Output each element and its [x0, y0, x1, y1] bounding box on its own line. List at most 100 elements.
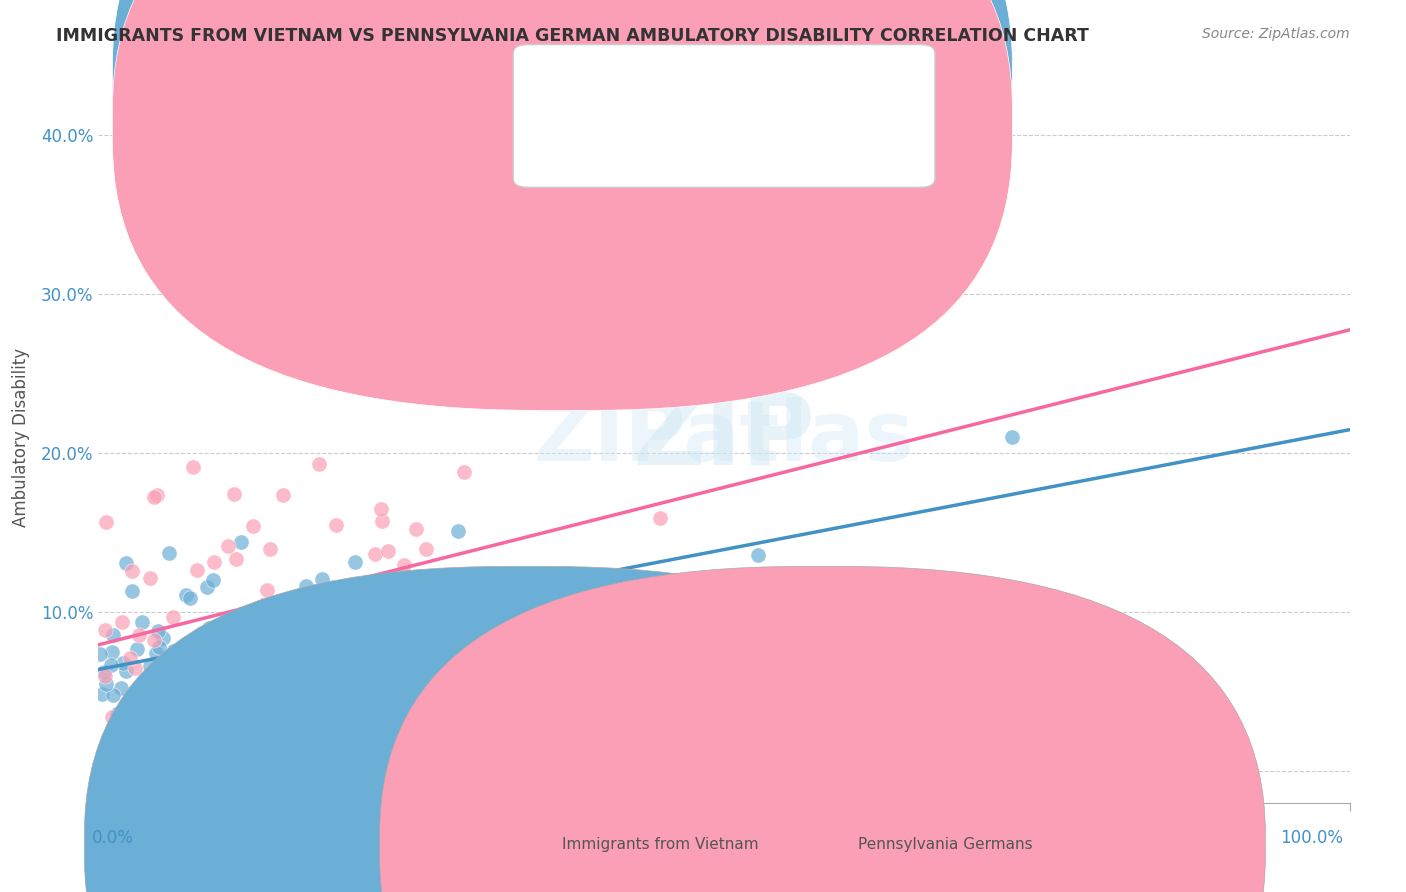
- Point: [218, 628, 240, 642]
- Point: [157, 651, 180, 665]
- Point: [453, 466, 475, 480]
- Point: [157, 546, 180, 560]
- Point: [256, 608, 278, 623]
- Text: Pennsylvania Germans: Pennsylvania Germans: [858, 838, 1032, 852]
- Point: [238, 694, 260, 708]
- Point: [430, 689, 453, 703]
- Point: [370, 514, 392, 528]
- Point: [284, 754, 307, 768]
- Point: [215, 720, 238, 734]
- Point: [100, 710, 122, 724]
- Point: [146, 488, 169, 502]
- Text: 0.0%: 0.0%: [91, 829, 134, 847]
- Point: [202, 573, 225, 587]
- Point: [110, 681, 132, 696]
- Point: [101, 628, 124, 642]
- Point: [374, 632, 396, 647]
- Point: [505, 598, 527, 612]
- Point: [364, 547, 387, 561]
- Point: [112, 656, 135, 670]
- Point: [159, 739, 181, 753]
- Point: [370, 501, 392, 516]
- Point: [94, 669, 117, 683]
- Point: [174, 588, 197, 602]
- Point: [301, 701, 323, 715]
- Point: [205, 717, 228, 731]
- Point: [94, 624, 117, 638]
- Point: [380, 604, 402, 618]
- Text: ZIP: ZIP: [633, 389, 815, 485]
- Point: [377, 544, 399, 558]
- Text: Source: ZipAtlas.com: Source: ZipAtlas.com: [1202, 27, 1350, 41]
- Point: [225, 652, 247, 666]
- Point: [114, 665, 136, 679]
- Point: [235, 627, 257, 641]
- Point: [349, 636, 371, 650]
- Point: [222, 487, 245, 501]
- Point: [145, 688, 167, 702]
- Point: [547, 632, 569, 647]
- Point: [93, 665, 115, 680]
- Point: [346, 634, 368, 648]
- Point: [325, 518, 347, 533]
- Point: [240, 635, 263, 649]
- Point: [221, 666, 243, 681]
- Point: [217, 539, 239, 553]
- Point: [463, 586, 485, 600]
- Point: [252, 659, 274, 673]
- Point: [139, 659, 162, 673]
- Text: ZIPatlas: ZIPatlas: [534, 397, 914, 477]
- Point: [101, 688, 124, 702]
- Point: [269, 728, 291, 742]
- Point: [94, 515, 117, 529]
- Text: N = 69: N = 69: [766, 112, 824, 129]
- Point: [162, 644, 184, 658]
- Point: [363, 318, 385, 333]
- Point: [181, 459, 204, 474]
- Point: [352, 644, 374, 658]
- Text: N = 71: N = 71: [766, 67, 824, 85]
- Point: [142, 632, 165, 647]
- Point: [318, 665, 340, 679]
- FancyBboxPatch shape: [112, 0, 1012, 366]
- Point: [295, 579, 318, 593]
- Point: [298, 672, 321, 686]
- Point: [162, 610, 184, 624]
- Point: [259, 542, 281, 557]
- Point: [221, 647, 243, 661]
- FancyBboxPatch shape: [380, 566, 1265, 892]
- Point: [128, 627, 150, 641]
- Point: [515, 624, 537, 639]
- Point: [148, 640, 170, 654]
- Point: [232, 613, 254, 627]
- Point: [260, 669, 283, 683]
- Point: [405, 522, 427, 536]
- Point: [288, 651, 311, 665]
- Point: [444, 657, 467, 672]
- Point: [125, 641, 148, 656]
- Point: [242, 519, 264, 533]
- Point: [292, 636, 315, 650]
- Point: [333, 694, 356, 708]
- Point: [283, 629, 305, 643]
- Point: [101, 645, 124, 659]
- Text: R = 0.491: R = 0.491: [612, 67, 695, 85]
- Point: [520, 580, 543, 594]
- Point: [204, 655, 226, 669]
- Point: [336, 653, 359, 667]
- Point: [344, 555, 367, 569]
- Point: [309, 698, 332, 713]
- Point: [1001, 430, 1024, 444]
- Text: Immigrants from Vietnam: Immigrants from Vietnam: [562, 838, 759, 852]
- Point: [141, 665, 163, 679]
- Point: [195, 580, 218, 594]
- Point: [153, 688, 176, 702]
- FancyBboxPatch shape: [112, 0, 1012, 410]
- Text: R = 0.318: R = 0.318: [612, 112, 695, 129]
- Point: [447, 524, 470, 539]
- Point: [145, 646, 167, 660]
- Point: [146, 624, 169, 638]
- Point: [212, 200, 235, 214]
- Point: [121, 583, 143, 598]
- Point: [311, 573, 333, 587]
